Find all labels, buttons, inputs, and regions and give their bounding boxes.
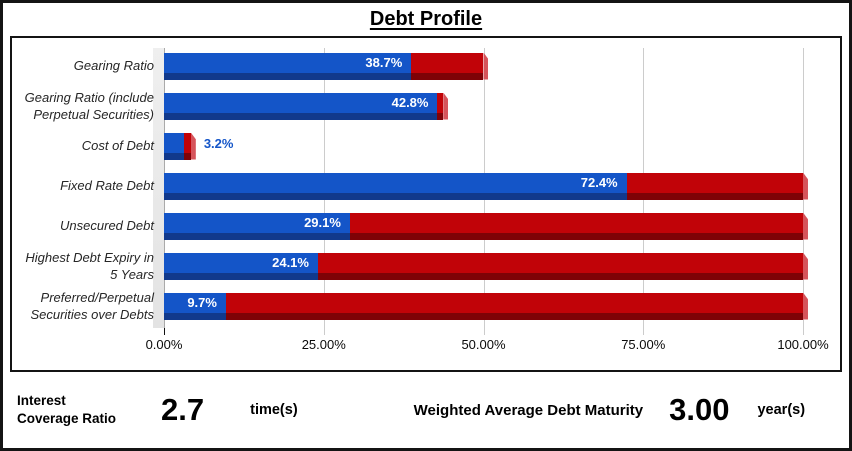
interest-coverage-unit: time(s)	[250, 402, 298, 418]
bar-area: 3.2%	[164, 126, 803, 166]
value-label: 29.1%	[304, 214, 341, 230]
category-label: Gearing Ratio (include Perpetual Securit…	[24, 89, 154, 122]
bar-area: 42.8%	[164, 86, 803, 126]
axis-tick-label: 0.00%	[145, 337, 183, 352]
plot-region: Gearing Ratio 38.7% Gearing Ratio (include…	[12, 46, 840, 328]
stacked-bar: 29.1%	[164, 212, 808, 240]
bar-area: 24.1%	[164, 246, 808, 286]
bar-segment-value: 24.1%	[164, 252, 318, 280]
bar-segment-remainder	[349, 212, 808, 240]
bar-area: 38.7%	[164, 46, 803, 86]
bar-row-6: Preferred/Perpetual Securities over Debt…	[12, 286, 840, 326]
bar-row-0: Gearing Ratio 38.7%	[12, 46, 840, 86]
stats-bar: Interest Coverage Ratio 2.7 time(s) Weig…	[3, 372, 849, 448]
axis-tick-100	[803, 328, 804, 335]
value-label: 42.8%	[391, 94, 429, 110]
category-label: Gearing Ratio	[73, 58, 154, 74]
bar-end-cap	[802, 172, 808, 200]
axis-tick-label: 25.00%	[301, 337, 346, 352]
value-label: 24.1%	[272, 254, 309, 270]
axis-wall	[153, 48, 164, 328]
category-label: Fixed Rate Debt	[60, 178, 154, 194]
bar-end-cap	[802, 292, 808, 320]
axis-tick-label: 50.00%	[461, 337, 506, 352]
category-label: Preferred/Perpetual Securities over Debt…	[30, 289, 154, 322]
bar-row-2: Cost of Debt 3.2%	[12, 126, 840, 166]
stacked-bar: 38.7%	[164, 52, 803, 80]
bar-segment-value: 72.4%	[164, 172, 627, 200]
axis-tick-label: 75.00%	[621, 337, 666, 352]
bar-segment-remainder	[317, 252, 808, 280]
category-label: Highest Debt Expiry in 5 Years	[25, 249, 154, 282]
bar-segment-remainder	[437, 92, 449, 120]
bar-row-4: Unsecured Debt 29.1%	[12, 206, 840, 246]
bar-segment-value: 9.7%	[164, 292, 226, 320]
bar-segment-value: 38.7%	[164, 52, 412, 80]
stacked-bar: 9.7%	[164, 292, 808, 320]
value-label: 3.2%	[203, 135, 234, 151]
bar-segment-remainder	[626, 172, 808, 200]
bar-row-3: Fixed Rate Debt 72.4%	[12, 166, 840, 206]
bar-end-cap	[483, 52, 489, 80]
stacked-bar: 42.8%	[164, 92, 803, 120]
chart-box: Gearing Ratio 38.7% Gearing Ratio (include…	[10, 36, 842, 372]
stacked-bar: 24.1%	[164, 252, 808, 280]
x-axis: 0.00% 25.00% 50.00% 75.00% 100.00%	[146, 328, 829, 370]
debt-maturity-unit: year(s)	[757, 402, 806, 418]
bar-segment-remainder	[225, 292, 808, 320]
bar-segment-value: 29.1%	[164, 212, 350, 240]
value-label: 38.7%	[365, 54, 403, 70]
bar-area: 72.4%	[164, 166, 808, 206]
bar-end-cap	[190, 132, 196, 160]
bar-end-cap	[802, 212, 808, 240]
axis-tick-25	[323, 328, 325, 335]
debt-maturity-value: 3.00	[669, 392, 730, 427]
bar-area: 9.7%	[164, 286, 808, 326]
title-bar: Debt Profile	[3, 3, 849, 36]
debt-maturity-label: Weighted Average Debt Maturity	[413, 401, 644, 419]
bar-row-1: Gearing Ratio (include Perpetual Securit…	[12, 86, 840, 126]
bar-end-cap	[802, 252, 808, 280]
category-label: Unsecured Debt	[60, 218, 154, 234]
bar-end-cap	[443, 92, 449, 120]
bar-segment-remainder	[184, 132, 196, 160]
axis-tick-50	[483, 328, 485, 335]
value-label: 72.4%	[580, 174, 618, 190]
chart-rows: Gearing Ratio 38.7% Gearing Ratio (include…	[12, 46, 840, 328]
value-label: 9.7%	[187, 294, 217, 310]
bar-segment-value: 42.8%	[164, 92, 438, 120]
axis-tick-label: 100.00%	[777, 337, 829, 352]
bar-segment-remainder	[411, 52, 489, 80]
stacked-bar: 72.4%	[164, 172, 808, 200]
axis-tick-75	[643, 328, 645, 335]
bar-row-5: Highest Debt Expiry in 5 Years 24.1%	[12, 246, 840, 286]
axis-tick-0	[164, 328, 165, 335]
interest-coverage-label: Interest Coverage Ratio	[17, 392, 117, 426]
category-label: Cost of Debt	[81, 138, 154, 154]
bar-area: 29.1%	[164, 206, 808, 246]
interest-coverage-value: 2.7	[161, 392, 205, 427]
stacked-bar: 3.2%	[164, 132, 803, 160]
page-title: Debt Profile	[369, 8, 483, 30]
bar-segment-value	[164, 132, 185, 160]
